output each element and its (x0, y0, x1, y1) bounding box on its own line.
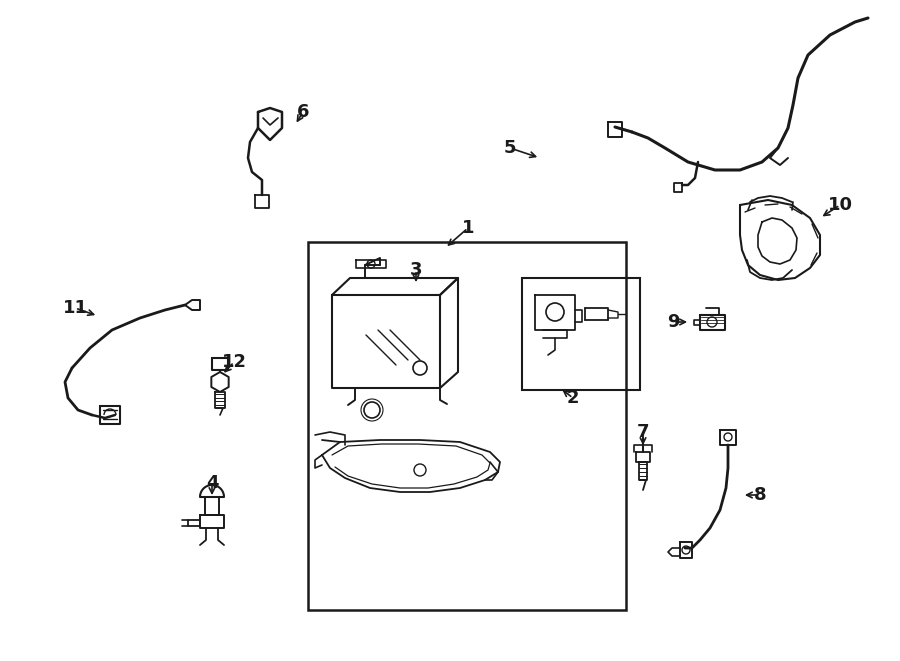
Text: 7: 7 (637, 423, 649, 441)
Text: 8: 8 (753, 486, 766, 504)
Text: 9: 9 (667, 313, 680, 331)
Text: 11: 11 (62, 299, 87, 317)
Text: 4: 4 (206, 474, 218, 492)
Text: 1: 1 (462, 219, 474, 237)
Text: 2: 2 (567, 389, 580, 407)
Text: 5: 5 (504, 139, 517, 157)
Bar (308, 242, 626, 610)
Text: 3: 3 (410, 261, 422, 279)
Bar (522, 278, 640, 390)
Text: 6: 6 (297, 103, 310, 121)
Text: 12: 12 (221, 353, 247, 371)
Text: 10: 10 (827, 196, 852, 214)
